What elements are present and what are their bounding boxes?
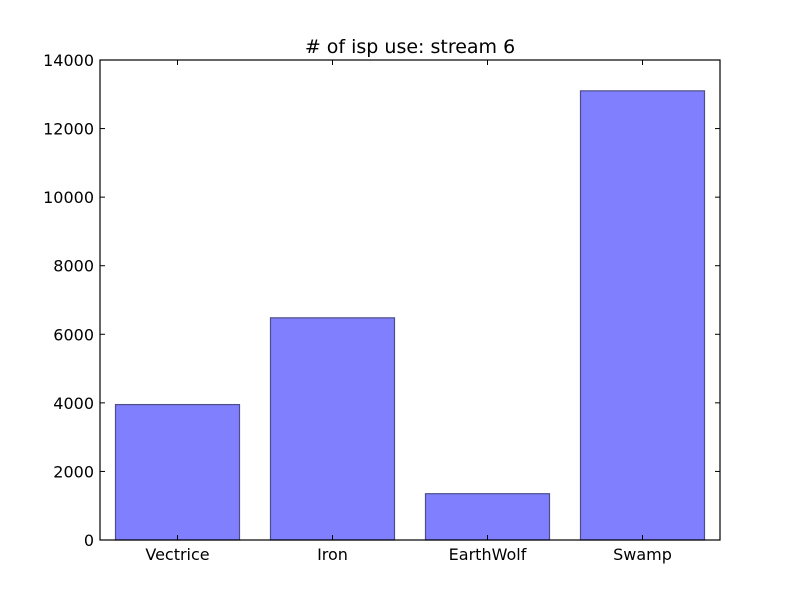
y-tick-label: 4000: [53, 394, 94, 413]
chart-title: # of isp use: stream 6: [305, 36, 515, 58]
y-tick-label: 2000: [53, 462, 94, 481]
bar-earthwolf: [424, 493, 551, 541]
y-tick-label: 12000: [43, 120, 94, 139]
bar-vectrice: [114, 403, 241, 541]
y-tick-label: 6000: [53, 325, 94, 344]
x-tick-label: Swamp: [613, 545, 672, 564]
bar-iron: [269, 317, 396, 541]
axes-layer: [99, 59, 721, 541]
x-tick-label: Iron: [317, 545, 348, 564]
y-tick-label: 8000: [53, 257, 94, 276]
bars-layer: [114, 90, 706, 541]
labels-layer: Vectrice Iron EarthWolf Swamp 0 2000 4000 6000 8…: [43, 51, 672, 564]
plot-frame: [99, 59, 721, 541]
bar-swamp: [579, 90, 706, 541]
y-tick-label: 14000: [43, 51, 94, 70]
x-tick-label: EarthWolf: [449, 545, 527, 564]
y-tick-label: 10000: [43, 188, 94, 207]
y-tick-label: 0: [84, 531, 94, 550]
x-tick-label: Vectrice: [145, 545, 209, 564]
ticks-layer: [100, 59, 720, 541]
